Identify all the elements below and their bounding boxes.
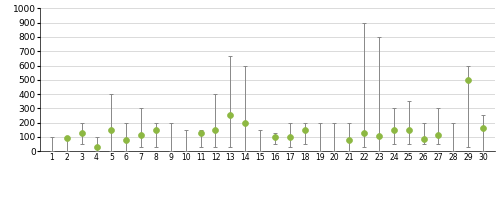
Point [420,137,428,141]
Point [152,128,160,131]
Point [226,114,234,117]
Point [63,137,71,140]
Point [92,145,100,149]
Point [464,78,472,81]
Point [108,128,116,131]
Point [241,121,249,124]
Point [286,135,294,139]
Point [137,134,145,137]
Point [390,128,398,131]
Point [271,135,279,139]
Point [434,134,442,137]
Point [212,128,220,131]
Point [78,131,86,134]
Legend: Lowest Daily Earnings, Highest Daily Earnings, Car Guards Estimates of Daily Ear: Lowest Daily Earnings, Highest Daily Ear… [78,209,456,210]
Point [346,139,354,142]
Point [122,139,130,142]
Point [196,131,204,134]
Point [360,131,368,134]
Point [300,128,308,131]
Point [479,127,487,130]
Point [405,128,413,131]
Point [375,135,383,138]
